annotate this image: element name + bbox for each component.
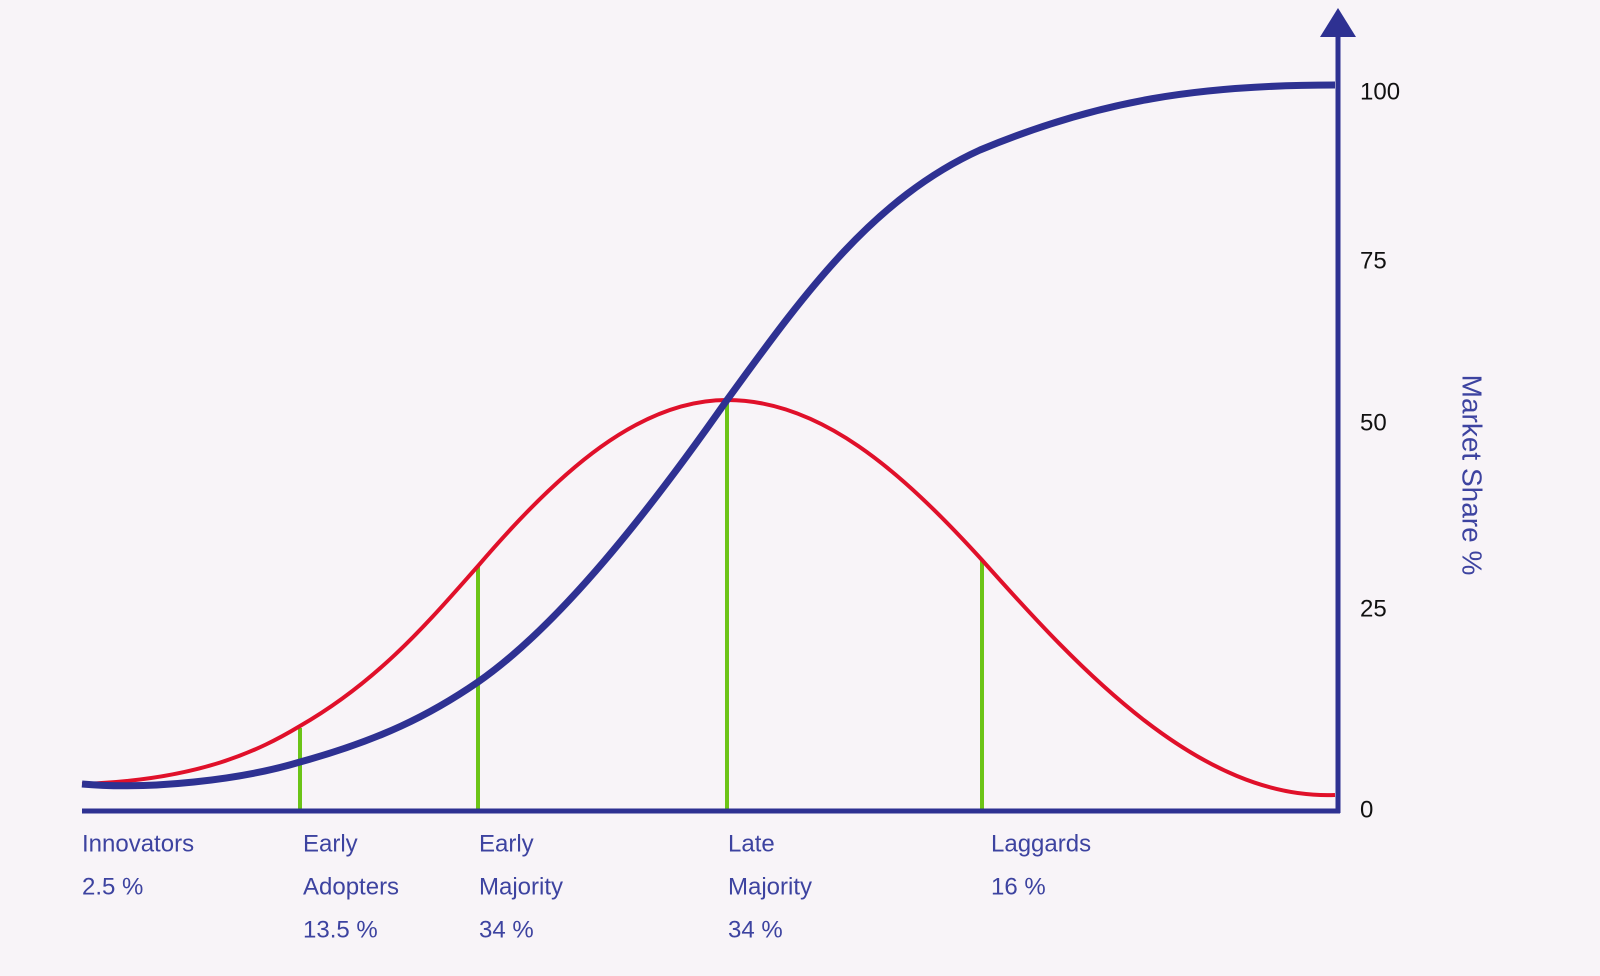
y-tick-label: 75 bbox=[1360, 247, 1387, 274]
y-tick-label: 100 bbox=[1360, 78, 1400, 105]
y-tick-label: 25 bbox=[1360, 595, 1387, 622]
market-share-curve bbox=[81, 81, 1336, 790]
segment-label: Laggards bbox=[991, 830, 1091, 857]
segment-label: 16 % bbox=[991, 873, 1046, 900]
y-tick-label: 50 bbox=[1360, 409, 1387, 436]
segment-label: 13.5 % bbox=[303, 916, 378, 943]
segment-label: Majority bbox=[728, 873, 812, 900]
segment-label: Early bbox=[479, 830, 534, 857]
adoption-bell-curve bbox=[81, 397, 1336, 798]
y-tick-label: 0 bbox=[1360, 796, 1373, 823]
segment-label: 2.5 % bbox=[82, 873, 143, 900]
segment-label: Majority bbox=[479, 873, 563, 900]
segment-label: Late bbox=[728, 830, 775, 857]
segment-label: Innovators bbox=[82, 830, 194, 857]
segment-label: Early bbox=[303, 830, 358, 857]
axis-arrow bbox=[1320, 8, 1356, 37]
segment-label: 34 % bbox=[479, 916, 534, 943]
segment-label: 34 % bbox=[728, 916, 783, 943]
segment-label: Adopters bbox=[303, 873, 399, 900]
segment-dividers bbox=[298, 400, 984, 811]
y-axis-label: Market Share % bbox=[1457, 375, 1488, 576]
